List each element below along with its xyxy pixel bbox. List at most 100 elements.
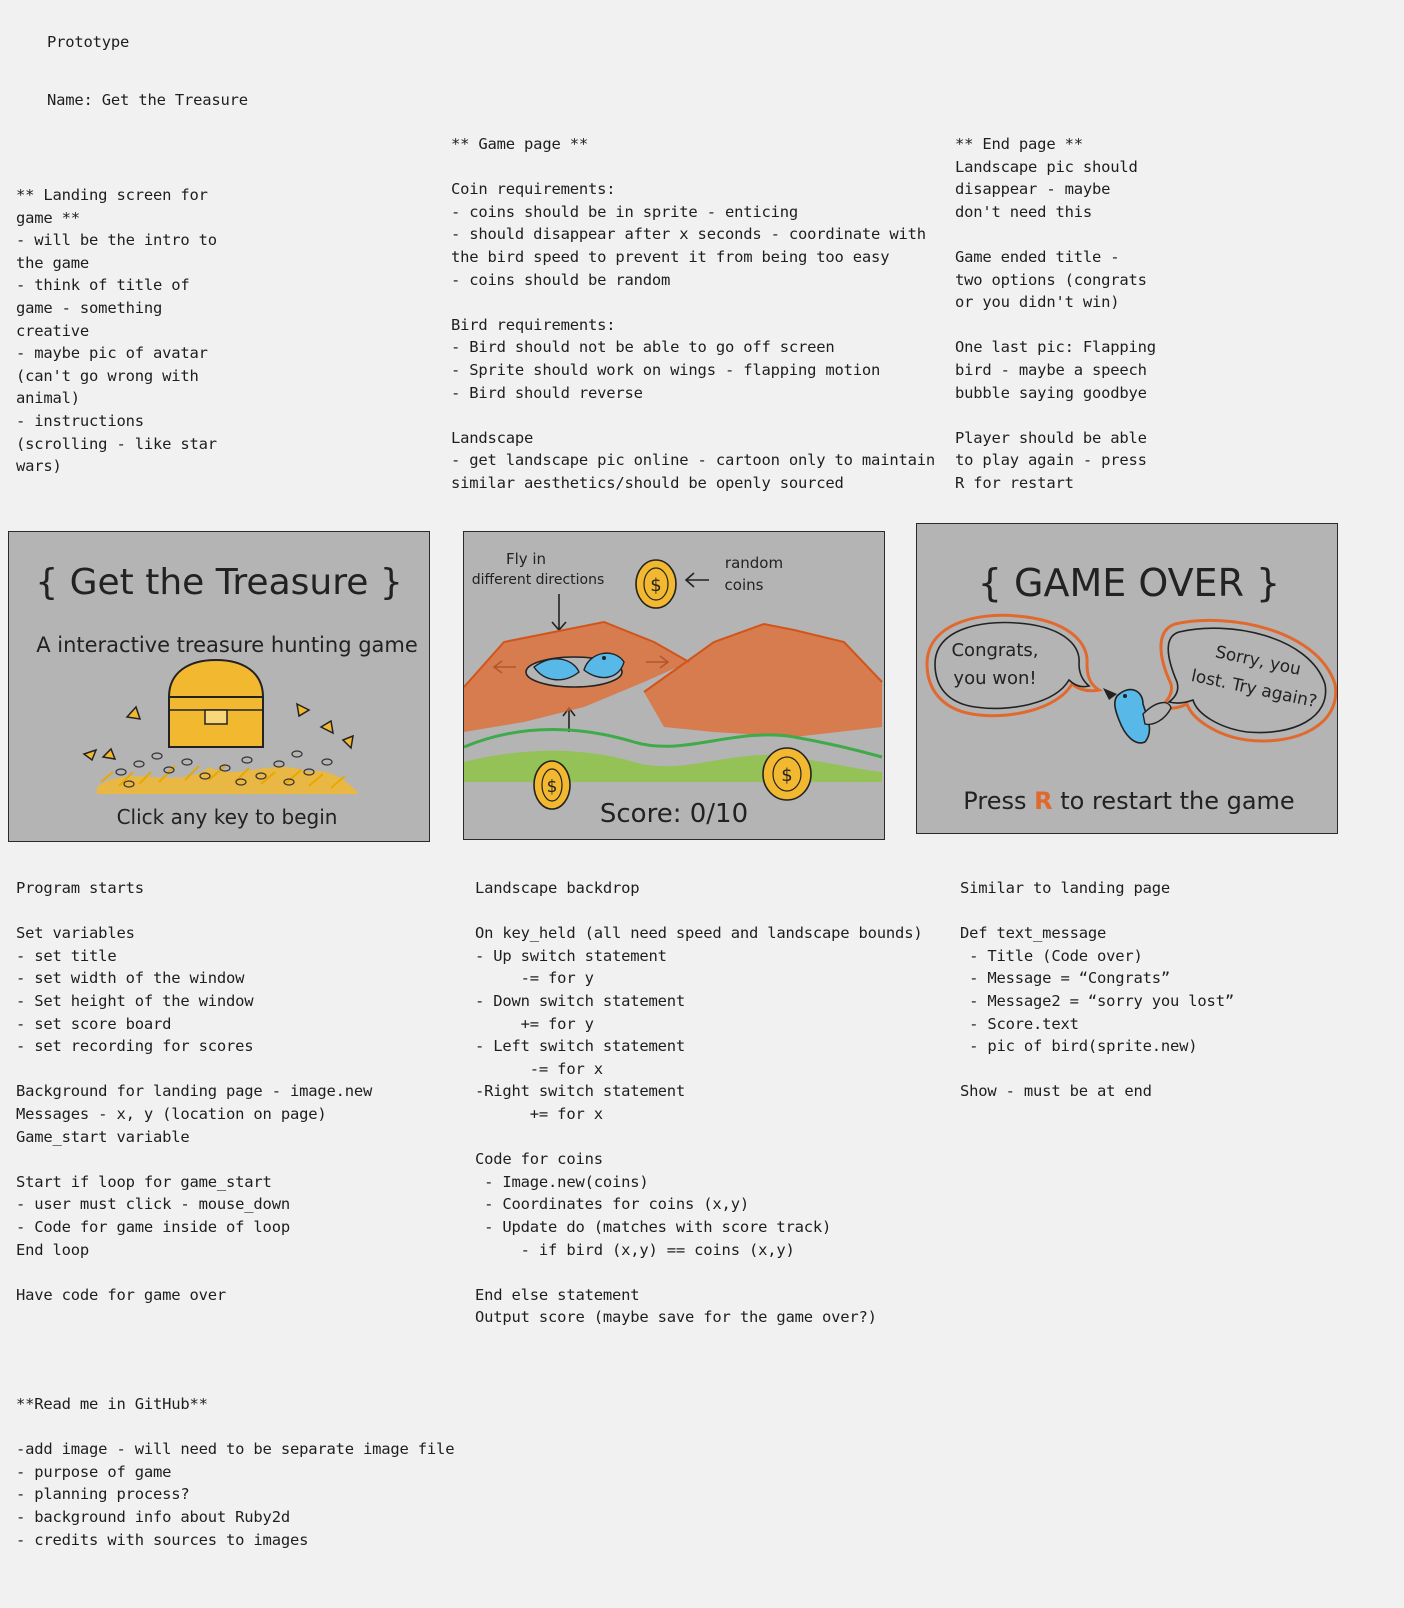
note-line: -= for x [475,1058,922,1081]
note-line [451,404,935,427]
coin-icon: $ [534,761,570,809]
note-line: Game ended title - [955,246,1156,269]
note-line: Show - must be at end [960,1080,1234,1103]
svg-text:Press R to res: Press R to restart the game [963,787,1294,815]
coin-icon: $ [763,748,811,800]
note-line: the bird speed to prevent it from being … [451,246,935,269]
note-line: - Left switch statement [475,1035,922,1058]
note-line: Similar to landing page [960,877,1234,900]
note-line: - Score.text [960,1013,1234,1036]
note-line: - Coordinates for coins (x,y) [475,1193,922,1216]
note-line [16,1416,454,1439]
note-line: - credits with sources to images [16,1529,454,1552]
project-name: Name: Get the Treasure [47,89,248,112]
svg-text:Congrats,: Congrats, [951,640,1038,661]
note-line: creative [16,320,217,343]
note-line: - set score board [16,1013,372,1036]
note-line: wars) [16,455,217,478]
note-line: - will be the intro to [16,229,217,252]
note-line: -= for y [475,967,922,990]
note-line: - Bird should not be able to go off scre… [451,336,935,359]
note-line: Program starts [16,877,372,900]
note-line: -add image - will need to be separate im… [16,1438,454,1461]
note-line: - set width of the window [16,967,372,990]
note-line: Bird requirements: [451,314,935,337]
note-line: += for y [475,1013,922,1036]
note-line: Set variables [16,922,372,945]
note-line [475,900,922,923]
coins-label-line1: random [725,554,783,572]
note-line [955,314,1156,337]
note-line: - pic of bird(sprite.new) [960,1035,1234,1058]
note-line: two options (congrats [955,269,1156,292]
note-line: End loop [16,1239,372,1262]
note-line: animal) [16,387,217,410]
fly-label-line1: Fly in [506,550,546,568]
note-line: - if bird (x,y) == coins (x,y) [475,1239,922,1262]
prototype-label: Prototype [47,31,129,54]
landing-notes: ** Landing screen for game ** - will be th… [16,184,217,478]
note-line: += for x [475,1103,922,1126]
note-line: or you didn't win) [955,291,1156,314]
note-line: On key_held (all need speed and landscap… [475,922,922,945]
note-line: - Sprite should work on wings - flapping… [451,359,935,382]
note-line: - planning process? [16,1483,454,1506]
note-line [16,900,372,923]
note-line: the game [16,252,217,275]
note-line: - Image.new(coins) [475,1171,922,1194]
note-line: Landscape [451,427,935,450]
note-line: Messages - x, y (location on page) [16,1103,372,1126]
note-line: Start if loop for game_start [16,1171,372,1194]
note-line: - set title [16,945,372,968]
fly-label-line2: different directions [472,572,605,588]
treasure-pile [97,751,359,794]
note-line: game - something [16,297,217,320]
speech-bubble-right: Sorry, you lost. Try again? [1161,620,1336,741]
note-line: - purpose of game [16,1461,454,1484]
note-line: - maybe pic of avatar [16,342,217,365]
note-line: (scrolling - like star [16,433,217,456]
note-line [955,404,1156,427]
note-line: ** Game page ** [451,133,935,156]
note-line: One last pic: Flapping [955,336,1156,359]
note-line: - Bird should reverse [451,382,935,405]
landscape-notes: Landscape backdrop On key_held (all need … [475,877,922,1329]
note-line: (can't go wrong with [16,365,217,388]
note-line: - should disappear after x seconds - coo… [451,223,935,246]
note-line: - Message = “Congrats” [960,967,1234,990]
game-notes: ** Game page ** Coin requirements: - coins… [451,133,935,495]
note-line: Coin requirements: [451,178,935,201]
mountains [464,622,882,737]
note-line: - Update do (matches with score track) [475,1216,922,1239]
note-line: game ** [16,207,217,230]
landing-sketch: { Get the Treasure } A interactive treas… [8,531,430,842]
note-line: Have code for game over [16,1284,372,1307]
note-line: - Up switch statement [475,945,922,968]
game-sketch: Fly in different directions random coins [463,531,885,840]
note-line: Code for coins [475,1148,922,1171]
treasure-chest-icon [169,660,263,747]
restart-text: Press R to restart the game [963,787,1294,815]
note-line [955,223,1156,246]
note-line: bubble saying goodbye [955,382,1156,405]
hills [464,730,882,783]
note-line [475,1261,922,1284]
note-line: Def text_message [960,922,1234,945]
program-notes: Program starts Set variables - set title - … [16,877,372,1306]
note-line [451,156,935,179]
note-line: - coins should be in sprite - enticing [451,201,935,224]
note-line [475,1126,922,1149]
readme-notes: **Read me in GitHub** -add image - will n… [16,1393,454,1551]
svg-text:$: $ [650,575,661,596]
note-line: - user must click - mouse_down [16,1193,372,1216]
note-line: - Title (Code over) [960,945,1234,968]
score-text: Score: 0/10 [600,799,748,829]
note-line: ** End page ** [955,133,1156,156]
note-line: to play again - press [955,449,1156,472]
note-line: Player should be able [955,427,1156,450]
note-line [16,1148,372,1171]
note-line [960,1058,1234,1081]
note-line: Game_start variable [16,1126,372,1149]
note-line: - set recording for scores [16,1035,372,1058]
note-line [960,900,1234,923]
